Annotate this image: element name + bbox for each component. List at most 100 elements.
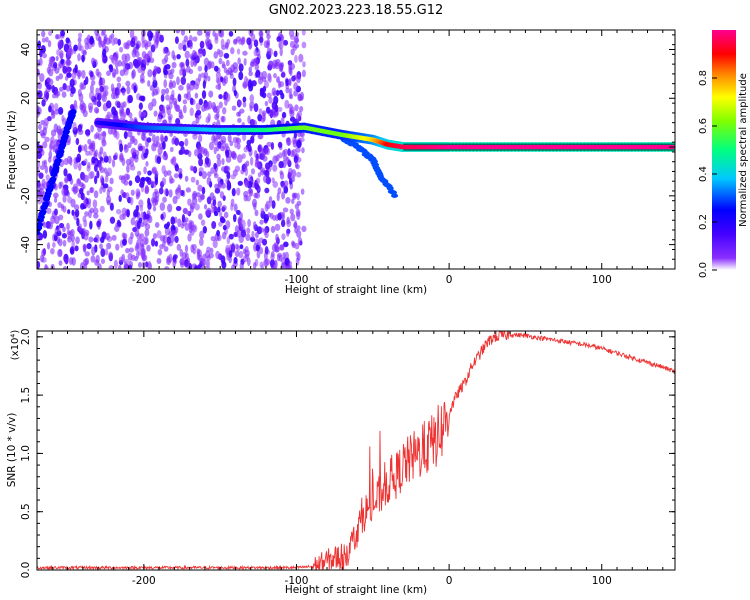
noise-speck bbox=[279, 254, 283, 262]
noise-speck bbox=[214, 113, 220, 121]
noise-speck bbox=[77, 145, 82, 153]
noise-speck bbox=[254, 182, 260, 190]
noise-speck bbox=[238, 63, 244, 72]
noise-speck bbox=[301, 147, 305, 154]
noise-speck bbox=[172, 54, 177, 61]
noise-speck bbox=[221, 205, 227, 211]
noise-speck bbox=[56, 49, 61, 56]
noise-speck bbox=[144, 237, 149, 245]
noise-speck bbox=[251, 80, 257, 87]
noise-speck bbox=[258, 36, 264, 43]
noise-speck bbox=[79, 82, 84, 90]
snr-ytick-label: 2.0 bbox=[20, 328, 32, 345]
noise-speck bbox=[299, 91, 305, 101]
spectrogram-ytick-label: 40 bbox=[20, 43, 32, 56]
noise-speck bbox=[259, 247, 263, 255]
noise-speck bbox=[84, 76, 89, 85]
noise-speck bbox=[143, 152, 148, 159]
noise-speck bbox=[153, 40, 159, 49]
noise-speck bbox=[200, 219, 206, 226]
noise-speck bbox=[201, 171, 207, 180]
noise-speck bbox=[199, 41, 205, 48]
noise-speck bbox=[155, 141, 161, 148]
noise-speck bbox=[242, 248, 247, 255]
noise-speck bbox=[139, 182, 145, 188]
noise-speck bbox=[276, 36, 282, 42]
noise-speck bbox=[98, 79, 103, 87]
noise-speck bbox=[265, 169, 270, 178]
noise-speck bbox=[157, 249, 163, 256]
noise-speck bbox=[157, 115, 162, 123]
noise-speck bbox=[153, 65, 158, 73]
rising-track-mark bbox=[49, 176, 57, 182]
noise-speck bbox=[123, 143, 128, 151]
noise-speck bbox=[228, 233, 234, 240]
noise-speck bbox=[279, 47, 283, 57]
noise-speck bbox=[74, 104, 78, 111]
noise-speck bbox=[288, 78, 292, 86]
noise-speck bbox=[240, 229, 247, 238]
noise-speck bbox=[174, 163, 179, 172]
noise-speck bbox=[185, 58, 190, 67]
noise-speck bbox=[108, 265, 114, 269]
noise-speck bbox=[61, 187, 67, 197]
noise-speck bbox=[106, 242, 112, 250]
noise-speck bbox=[158, 187, 164, 195]
noise-speck bbox=[242, 96, 247, 103]
noise-speck bbox=[192, 224, 198, 233]
noise-speck bbox=[199, 230, 205, 239]
noise-speck bbox=[95, 68, 100, 77]
noise-speck bbox=[93, 237, 98, 243]
noise-speck bbox=[227, 67, 233, 75]
noise-speck bbox=[287, 136, 291, 146]
noise-speck bbox=[278, 40, 282, 49]
noise-speck bbox=[279, 244, 285, 251]
noise-speck bbox=[99, 205, 105, 213]
noise-speck bbox=[224, 98, 228, 106]
noise-speck bbox=[167, 203, 173, 213]
noise-speck bbox=[54, 67, 60, 74]
noise-speck bbox=[37, 90, 43, 99]
noise-speck bbox=[235, 137, 240, 144]
noise-speck bbox=[99, 187, 103, 195]
noise-speck bbox=[168, 230, 173, 237]
noise-speck bbox=[125, 80, 131, 87]
noise-speck bbox=[57, 238, 63, 247]
noise-speck bbox=[77, 162, 82, 171]
noise-speck bbox=[66, 72, 72, 78]
noise-speck bbox=[133, 59, 140, 69]
noise-speck bbox=[147, 69, 153, 78]
noise-speck bbox=[122, 213, 127, 220]
noise-speck bbox=[175, 118, 181, 125]
noise-speck bbox=[152, 75, 157, 83]
noise-speck bbox=[274, 223, 281, 231]
noise-speck bbox=[290, 213, 296, 222]
noise-speck bbox=[162, 196, 167, 203]
noise-speck bbox=[221, 61, 226, 69]
noise-speck bbox=[242, 255, 249, 263]
noise-speck bbox=[219, 191, 225, 199]
noise-speck bbox=[123, 261, 128, 269]
noise-speck bbox=[138, 199, 144, 208]
noise-speck bbox=[200, 146, 206, 155]
noise-speck bbox=[220, 115, 225, 123]
noise-speck bbox=[44, 265, 49, 269]
noise-speck bbox=[163, 246, 169, 252]
noise-speck bbox=[149, 57, 155, 64]
noise-speck bbox=[219, 216, 225, 223]
noise-speck bbox=[131, 69, 136, 79]
noise-speck bbox=[190, 166, 197, 172]
noise-speck bbox=[231, 246, 236, 254]
noise-speck bbox=[198, 213, 203, 220]
noise-speck bbox=[225, 220, 231, 229]
rising-track-mark bbox=[52, 165, 60, 171]
noise-speck bbox=[279, 81, 285, 88]
noise-speck bbox=[253, 57, 259, 64]
snr-ytick-label: 0.0 bbox=[20, 562, 32, 579]
noise-speck bbox=[129, 30, 135, 39]
noise-speck bbox=[184, 244, 189, 253]
noise-speck bbox=[249, 94, 255, 103]
noise-speck bbox=[164, 135, 168, 142]
noise-speck bbox=[187, 233, 192, 242]
noise-speck bbox=[65, 85, 71, 92]
